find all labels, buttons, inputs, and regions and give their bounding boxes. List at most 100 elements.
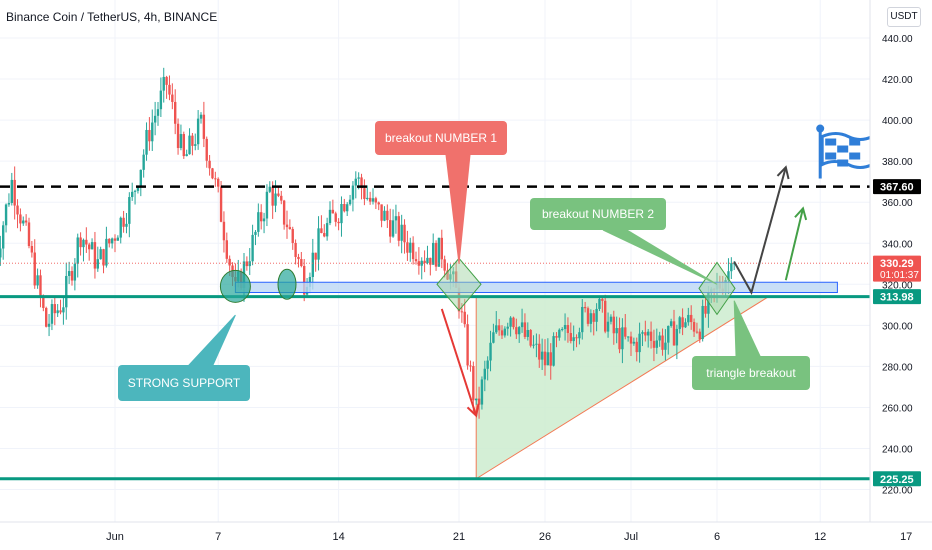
candle-up [432,242,435,265]
candle-up [366,197,369,199]
bullish-arrow[interactable] [784,208,804,281]
candle-up [248,261,251,267]
flag-check [837,159,849,167]
candle-down [16,205,19,215]
flag-check [849,138,861,146]
time-axis[interactable]: Jun 7 14 21 26 Jul 6 12 17 [0,521,932,550]
candle-down [618,328,621,350]
candle-down [42,296,45,308]
candle-down [27,222,31,247]
breakout-2-box[interactable] [530,198,666,230]
candle-down [586,308,590,324]
candle-up [540,351,544,360]
candle-up [196,118,200,145]
candle-down [423,260,426,264]
candle-up [162,76,165,91]
chart-grid [0,0,907,522]
price-tick-label: 240.00 [882,445,913,456]
time-tick-label: 12 [814,531,826,543]
candle-up [626,336,630,338]
strong-support-label: STRONG SUPPORT [128,376,241,390]
candle-down [320,228,323,234]
price-tick-label: 440.00 [882,34,913,45]
candle-up [82,239,85,248]
last-price-tag-bg[interactable] [873,255,921,282]
candle-up [251,234,254,262]
candle-down [612,316,615,334]
candle-down [575,337,578,339]
neckline-price-tag-bg[interactable] [873,289,921,305]
candle-up [139,169,142,188]
candle-down [538,343,541,360]
candle-up [426,257,429,264]
candle-down [205,138,208,161]
strong-support-pointer [187,314,236,366]
candle-down [214,178,217,180]
candle-down [24,220,28,223]
candle-down [543,351,547,366]
currency-selector[interactable]: USDT [887,7,921,27]
candle-up [262,218,266,222]
candle-up [145,129,148,155]
candle-up [22,220,25,224]
triangle-breakout-box[interactable] [692,356,810,390]
candle-up [684,322,687,328]
drawing-overlay[interactable]: STRONG SUPPORT breakout NUMBER 1 breakout … [118,121,874,418]
candle-down [271,186,274,206]
support-touch-ellipse[interactable] [219,269,251,303]
neckline-price-tag: 313.98 [880,292,914,304]
candle-up [340,204,343,224]
candle-up [621,327,624,350]
candle-down [280,195,283,201]
candle-up [159,90,163,110]
candle-up [0,248,2,258]
price-tick-label: 360.00 [882,198,913,209]
candle-down [515,327,518,335]
candle-up [65,275,68,308]
resistance-price-tag-bg[interactable] [873,179,921,195]
breakout-1-box[interactable] [375,121,507,155]
candle-up [391,220,395,237]
candle-down [472,366,475,401]
candle-up [76,237,79,264]
candle-down [174,101,177,124]
price-axis[interactable]: 220.00 240.00 260.00 280.00 300.00 320.00 340.… [869,0,932,550]
candle-up [489,342,492,361]
candle-up [520,322,524,328]
candle-up [268,186,271,192]
price-tick-label: 340.00 [882,239,913,250]
candle-up [615,328,618,334]
candle-up [47,323,51,327]
candle-up [589,313,593,324]
price-tick-label: 300.00 [882,321,913,332]
candle-up [701,305,704,339]
candle-down [260,212,263,222]
candle-down [635,341,638,353]
bearish-arrow[interactable] [440,308,478,416]
candle-down [497,325,501,331]
price-tick-label: 220.00 [882,486,913,497]
price-tick-label: 320.00 [882,280,913,291]
breakout-2-label: breakout NUMBER 2 [542,207,654,221]
candle-up [572,337,575,342]
candle-down [303,265,306,295]
last-price-tag: 330.29 [880,258,914,270]
candle-down [297,256,300,260]
breakout-1-marker[interactable] [436,257,482,312]
candle-up [669,321,673,326]
candle-up [110,238,114,244]
support-touch-ellipse[interactable] [277,268,297,300]
candle-down [406,242,409,253]
candle-up [518,327,521,335]
candle-down [294,242,297,257]
candle-down [331,209,335,214]
breakout-2-marker[interactable] [698,261,736,316]
strong-support-box[interactable] [118,365,250,401]
candle-up [558,329,561,338]
candle-up [133,190,137,192]
projection-arrow[interactable] [733,167,787,296]
bottom-price-tag-bg[interactable] [873,471,921,487]
candle-up [179,134,183,149]
candle-down [463,311,466,325]
